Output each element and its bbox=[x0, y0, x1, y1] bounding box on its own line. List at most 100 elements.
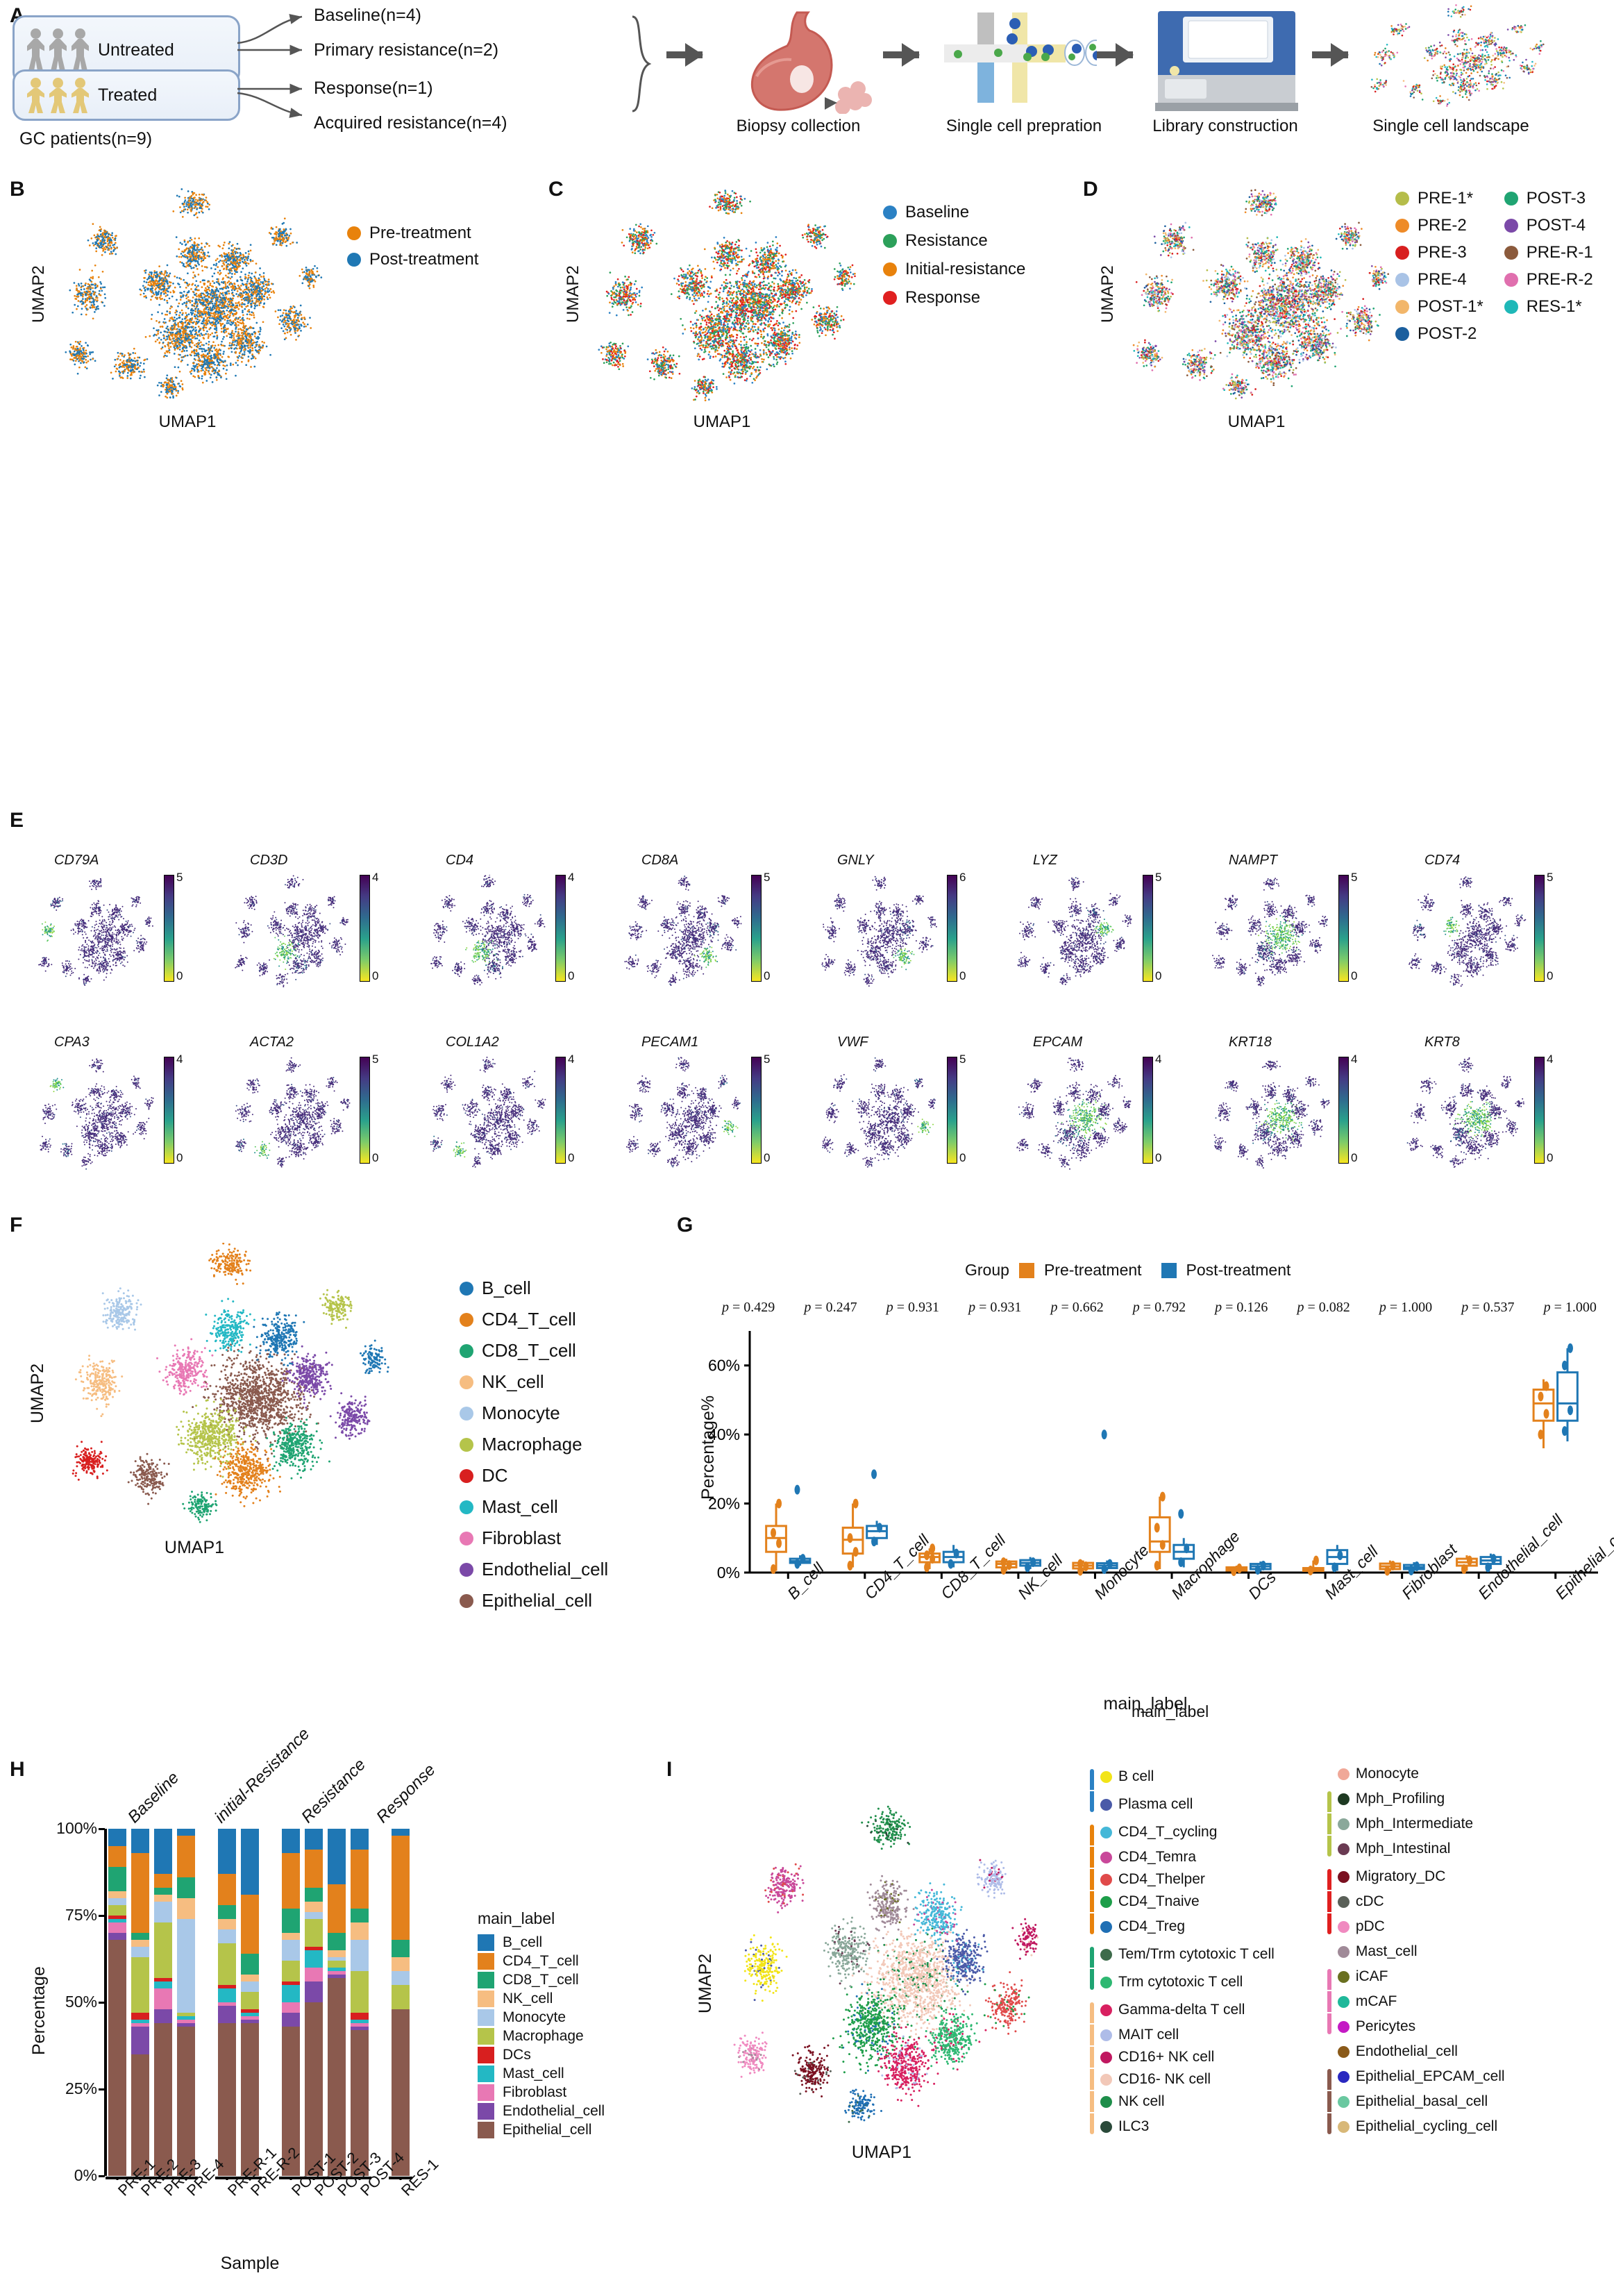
legend-item[interactable]: Response bbox=[883, 288, 1025, 308]
legend-item[interactable]: PRE-4 bbox=[1395, 270, 1483, 290]
legend-item[interactable]: Monocyte bbox=[478, 2009, 605, 2026]
legend-item[interactable]: Macrophage bbox=[478, 2028, 605, 2045]
legend-item[interactable]: DCs bbox=[478, 2047, 605, 2063]
legend-item[interactable]: PRE-R-2 bbox=[1504, 270, 1593, 290]
legend-label: CD4_T_cell bbox=[503, 1953, 579, 1970]
legend-item[interactable]: Epithelial_cell bbox=[478, 2122, 605, 2138]
legend-swatch bbox=[1100, 2073, 1112, 2086]
legend-label: B cell bbox=[1118, 1768, 1154, 1785]
legend-item[interactable]: Epithelial_EPCAM_cell bbox=[1327, 2063, 1505, 2090]
legend-item[interactable]: Mast_cell bbox=[460, 1496, 608, 1518]
legend-item[interactable]: iCAF bbox=[1327, 1963, 1505, 1990]
legend-item[interactable]: PRE-R-1 bbox=[1504, 243, 1593, 262]
legend-item[interactable]: Post-treatment bbox=[347, 250, 478, 269]
legend-item[interactable]: Mast_cell bbox=[478, 2065, 605, 2082]
feature-umap-EPCAM bbox=[1016, 1057, 1132, 1170]
legend-item[interactable]: PRE-3 bbox=[1395, 243, 1483, 262]
legend-item[interactable]: cDC bbox=[1327, 1891, 1505, 1912]
legend-item[interactable]: Epithelial_cell bbox=[460, 1590, 608, 1611]
legend-item[interactable]: Tem/Trm cytotoxic T cell bbox=[1090, 1941, 1275, 1968]
gc-patients-caption: GC patients(n=9) bbox=[19, 129, 152, 149]
legend-item[interactable]: Monocyte bbox=[460, 1402, 608, 1424]
colorbar-max-label: 4 bbox=[1351, 1053, 1357, 1066]
legend-item[interactable]: ILC3 bbox=[1090, 2113, 1275, 2140]
legend-item[interactable]: PRE-2 bbox=[1395, 216, 1483, 235]
legend-item[interactable]: Epithelial_basal_cell bbox=[1327, 2091, 1505, 2112]
legend-item[interactable]: Monocyte bbox=[1327, 1763, 1505, 1784]
legend-swatch bbox=[460, 1406, 473, 1421]
legend-item[interactable]: CD16+ NK cell bbox=[1090, 2047, 1275, 2068]
legend-item[interactable]: Fibroblast bbox=[460, 1527, 608, 1549]
legend-item[interactable]: Gamma-delta T cell bbox=[1090, 1997, 1275, 2023]
legend-item[interactable]: Epithelial_cycling_cell bbox=[1327, 2113, 1505, 2140]
person-icon bbox=[72, 78, 90, 113]
legend-item[interactable]: Mph_Profiling bbox=[1327, 1786, 1505, 1812]
legend-item[interactable]: Endothelial_cell bbox=[460, 1559, 608, 1580]
panel-i-ylabel: UMAP2 bbox=[696, 1954, 716, 2013]
legend-item[interactable]: RES-1* bbox=[1504, 297, 1593, 317]
legend-item[interactable]: Fibroblast bbox=[478, 2084, 605, 2101]
legend-item[interactable]: mCAF bbox=[1327, 1991, 1505, 2012]
colorbar-min-label: 0 bbox=[1155, 1151, 1161, 1165]
legend-label: Fibroblast bbox=[503, 2084, 566, 2101]
legend-item[interactable]: Endothelial_cell bbox=[478, 2103, 605, 2120]
legend-item[interactable]: POST-2 bbox=[1395, 324, 1483, 344]
legend-bracket bbox=[1090, 1913, 1094, 1934]
legend-item[interactable]: pDC bbox=[1327, 1913, 1505, 1940]
panel-c-xlabel: UMAP1 bbox=[618, 412, 826, 432]
legend-label: CD4_Temra bbox=[1118, 1849, 1196, 1866]
legend-item[interactable]: POST-4 bbox=[1504, 216, 1593, 235]
legend-item[interactable]: Initial-resistance bbox=[883, 260, 1025, 279]
legend-item[interactable]: Resistance bbox=[883, 231, 1025, 251]
legend-item[interactable]: Pericytes bbox=[1327, 2013, 1505, 2040]
legend-item[interactable]: Mph_Intestinal bbox=[1327, 1836, 1505, 1862]
legend-item[interactable]: B_cell bbox=[478, 1934, 605, 1951]
legend-item[interactable]: B_cell bbox=[460, 1277, 608, 1299]
legend-item[interactable]: CD8_T_cell bbox=[460, 1340, 608, 1361]
legend-item[interactable]: Mast_cell bbox=[1327, 1941, 1505, 1962]
legend-bracket bbox=[1327, 1869, 1331, 1890]
legend-item[interactable]: CD4_Treg bbox=[1090, 1913, 1275, 1940]
legend-item[interactable]: CD4_Temra bbox=[1090, 1847, 1275, 1868]
legend-item[interactable]: Macrophage bbox=[460, 1434, 608, 1455]
panel-c-umap bbox=[598, 190, 856, 401]
legend-item[interactable]: Trm cytotoxic T cell bbox=[1090, 1969, 1275, 1995]
legend-label: Endothelial_cell bbox=[482, 1559, 608, 1580]
legend-label: ILC3 bbox=[1118, 2118, 1149, 2135]
legend-swatch-post bbox=[1161, 1262, 1177, 1278]
legend-item[interactable]: POST-3 bbox=[1504, 189, 1593, 208]
legend-label: Pre-treatment bbox=[369, 224, 471, 243]
legend-item[interactable]: Baseline bbox=[883, 203, 1025, 222]
legend-swatch bbox=[1337, 1920, 1350, 1933]
legend-item[interactable]: POST-1* bbox=[1395, 297, 1483, 317]
legend-item[interactable]: Migratory_DC bbox=[1327, 1863, 1505, 1890]
legend-item[interactable]: Endothelial_cell bbox=[1327, 2041, 1505, 2062]
legend-swatch bbox=[1337, 1843, 1350, 1855]
legend-item[interactable]: Plasma cell bbox=[1090, 1791, 1275, 1818]
legend-item[interactable]: CD4_Thelper bbox=[1090, 1869, 1275, 1890]
feature-umap-VWF bbox=[822, 1057, 936, 1168]
legend-item[interactable]: CD8_T_cell bbox=[478, 1972, 605, 1988]
legend-label: Epithelial_EPCAM_cell bbox=[1356, 2068, 1505, 2085]
legend-item[interactable]: MAIT cell bbox=[1090, 2025, 1275, 2045]
legend-swatch bbox=[1100, 2095, 1112, 2108]
legend-item[interactable]: CD4_T_cell bbox=[478, 1953, 605, 1970]
legend-item[interactable]: CD4_T_cycling bbox=[1090, 1819, 1275, 1845]
legend-item[interactable]: DC bbox=[460, 1465, 608, 1486]
legend-item[interactable]: NK cell bbox=[1090, 2091, 1275, 2112]
legend-swatch bbox=[347, 253, 361, 267]
legend-item[interactable]: PRE-1* bbox=[1395, 189, 1483, 208]
legend-item[interactable]: NK_cell bbox=[478, 1991, 605, 2007]
legend-item[interactable]: Mph_Intermediate bbox=[1327, 1813, 1505, 1834]
legend-label: DCs bbox=[503, 2047, 531, 2063]
legend-label: B_cell bbox=[482, 1277, 531, 1299]
legend-item[interactable]: NK_cell bbox=[460, 1371, 608, 1393]
legend-item[interactable]: CD4_Tnaive bbox=[1090, 1891, 1275, 1912]
p-value: p = 0.126 bbox=[1215, 1300, 1268, 1316]
legend-item[interactable]: CD16- NK cell bbox=[1090, 2069, 1275, 2090]
workflow-arrow-3 bbox=[1097, 43, 1134, 67]
legend-item[interactable]: Pre-treatment bbox=[347, 224, 478, 243]
legend-item[interactable]: CD4_T_cell bbox=[460, 1309, 608, 1330]
legend-item[interactable]: B cell bbox=[1090, 1763, 1275, 1790]
colorbar-max-label: 4 bbox=[372, 871, 378, 885]
